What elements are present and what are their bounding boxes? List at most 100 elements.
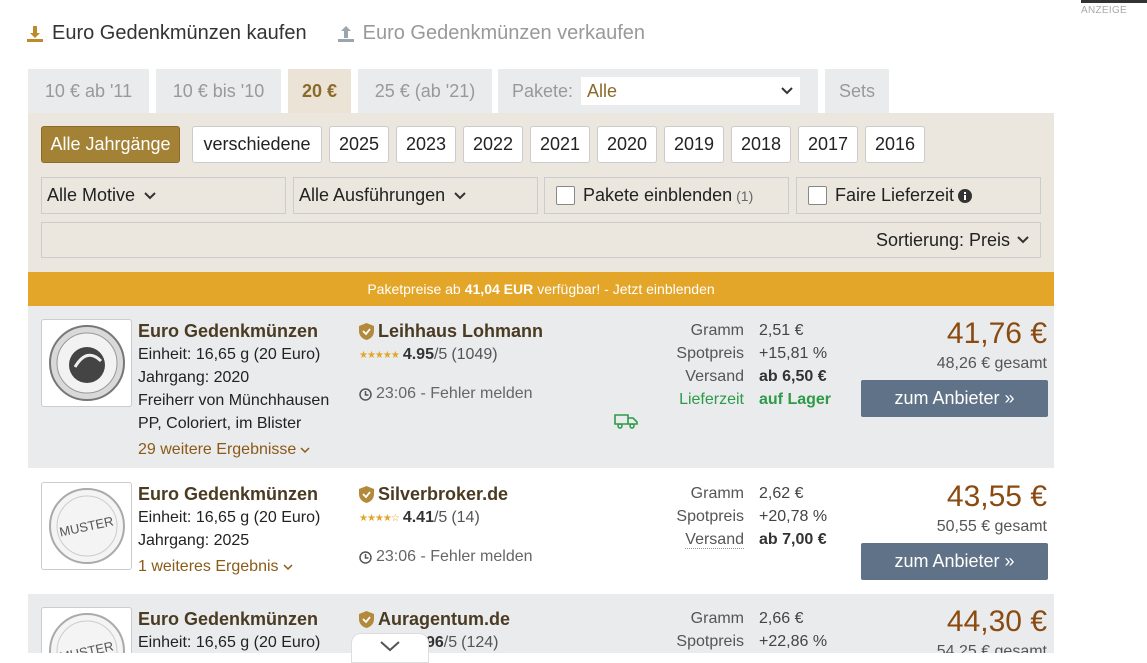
- listing-title[interactable]: Euro Gedenkmünzen: [138, 321, 319, 341]
- rating-count[interactable]: (1049): [451, 346, 498, 363]
- star-rating-icon: ★★★★★: [359, 349, 400, 361]
- year-button-2020[interactable]: 2020: [597, 126, 657, 163]
- pakete-label: Pakete:: [512, 80, 574, 101]
- update-time-text: 23:06 - Fehler melden: [376, 385, 533, 402]
- year-button-2018[interactable]: 2018: [731, 126, 791, 163]
- tab-25-ab-21[interactable]: 25 € (ab '21): [358, 69, 492, 113]
- tab-10-bis-10[interactable]: 10 € bis '10: [156, 69, 281, 113]
- versand-value: ab 7,00 €: [759, 531, 827, 548]
- coin-image: [48, 325, 125, 401]
- tab-10-ab-11[interactable]: 10 € ab '11: [28, 69, 149, 113]
- dealer-name: Auragentum.de: [378, 609, 511, 629]
- listing-year: Jahrgang: 2020: [138, 369, 250, 386]
- zum-anbieter-button[interactable]: zum Anbieter »: [861, 380, 1048, 417]
- year-button-2022[interactable]: 2022: [463, 126, 523, 163]
- buy-link-label: Euro Gedenkmünzen kaufen: [52, 22, 307, 44]
- chevron-down-icon: [144, 191, 156, 199]
- year-button-2017[interactable]: 2017: [798, 126, 858, 163]
- faire-lieferzeit-toggle[interactable]: Faire Lieferzeit: [796, 177, 1041, 214]
- pakete-checkbox[interactable]: [556, 186, 575, 205]
- ausfuehrungen-dropdown[interactable]: Alle Ausführungen: [293, 177, 538, 214]
- dealer-name: Silverbroker.de: [378, 484, 509, 504]
- gramm-value: 2,51 €: [759, 322, 804, 339]
- filter-panel: Alle Jahrgänge verschiedene 2025 2023 20…: [28, 113, 1054, 272]
- clock-icon: [359, 550, 372, 564]
- listing-unit: Einheit: 16,65 g (20 Euro): [138, 509, 321, 526]
- lieferzeit-label: Lieferzeit: [679, 391, 744, 408]
- motive-dropdown[interactable]: Alle Motive: [41, 177, 286, 214]
- rating-count[interactable]: (124): [461, 634, 499, 651]
- listing-price: 43,55 €: [946, 480, 1047, 513]
- dealer-link[interactable]: Silverbroker.de: [359, 484, 508, 505]
- rating-score: 4.95: [402, 346, 434, 363]
- year-button-2016[interactable]: 2016: [865, 126, 925, 163]
- year-button-2019[interactable]: 2019: [664, 126, 724, 163]
- package-price-banner[interactable]: Paketpreise ab 41,04 EUR verfügbar! - Je…: [28, 272, 1054, 306]
- listing-title[interactable]: Euro Gedenkmünzen: [138, 484, 319, 504]
- year-button-2021[interactable]: 2021: [530, 126, 590, 163]
- listing-row: Euro Gedenkmünzen Einheit: 16,65 g (20 E…: [28, 306, 1054, 468]
- coin-thumbnail[interactable]: MUSTER: [41, 482, 132, 570]
- buy-sell-toggle: Euro Gedenkmünzen kaufen Euro Gedenkmünz…: [26, 22, 645, 45]
- zum-anbieter-button[interactable]: zum Anbieter »: [861, 543, 1048, 580]
- rating-suffix: /5: [433, 346, 448, 363]
- chevron-down-icon: [282, 564, 293, 571]
- year-button-2023[interactable]: 2023: [396, 126, 456, 163]
- chevron-down-icon: [380, 641, 400, 652]
- info-icon[interactable]: [958, 188, 973, 203]
- listing-row: MUSTER Euro Gedenkmünzen Einheit: 16,65 …: [28, 594, 1054, 653]
- rating-count[interactable]: (14): [451, 509, 480, 526]
- clock-icon: [359, 387, 372, 401]
- year-button-2025[interactable]: 2025: [329, 126, 389, 163]
- more-results-link[interactable]: 29 weitere Ergebnisse: [138, 441, 310, 459]
- ad-bar: [1081, 0, 1147, 3]
- update-time-text: 23:06 - Fehler melden: [376, 548, 533, 565]
- listing-total: 54,25 € gesamt: [936, 643, 1047, 653]
- tab-sets[interactable]: Sets: [825, 69, 889, 113]
- download-icon: [27, 25, 43, 42]
- pakete-select-value: Alle: [587, 80, 618, 101]
- shield-check-icon: [359, 611, 374, 628]
- rating-suffix: /5: [433, 509, 448, 526]
- shield-check-icon: [359, 486, 374, 503]
- upload-icon: [337, 25, 354, 42]
- listing-title[interactable]: Euro Gedenkmünzen: [138, 609, 319, 629]
- chevron-down-icon: [454, 191, 466, 199]
- chevron-down-icon: [300, 447, 310, 454]
- buy-link[interactable]: Euro Gedenkmünzen kaufen: [26, 22, 307, 45]
- coin-image: [48, 613, 125, 653]
- pakete-select[interactable]: Alle: [581, 77, 801, 105]
- ausfuehrungen-dropdown-label: Alle Ausführungen: [299, 185, 446, 205]
- sort-dropdown[interactable]: Sortierung: Preis: [41, 222, 1041, 258]
- listing-motif: Freiherr von Münchhausen: [138, 392, 330, 409]
- gramm-label: Gramm: [690, 485, 744, 502]
- pakete-einblenden-toggle[interactable]: Pakete einblenden (1): [544, 177, 789, 214]
- update-time[interactable]: 23:06 - Fehler melden: [359, 385, 533, 403]
- dealer-rating: ★★★★☆ 4.41/5 (14): [359, 509, 480, 527]
- rating-suffix: /5: [443, 634, 458, 651]
- listing-total: 50,55 € gesamt: [936, 518, 1047, 535]
- coin-thumbnail[interactable]: MUSTER: [41, 607, 132, 653]
- dealer-link[interactable]: Auragentum.de: [359, 609, 510, 630]
- faire-lieferzeit-label: Faire Lieferzeit: [835, 185, 955, 205]
- more-results-label: 1 weiteres Ergebnis: [138, 558, 279, 575]
- pakete-count: (1): [736, 187, 754, 204]
- update-time[interactable]: 23:06 - Fehler melden: [359, 548, 533, 566]
- rating-score: 96: [426, 634, 444, 651]
- listing-unit: Einheit: 16,65 g (20 Euro): [138, 346, 321, 363]
- pakete-einblenden-label: Pakete einblenden: [583, 185, 733, 205]
- tab-20[interactable]: 20 €: [288, 69, 351, 113]
- dealer-link[interactable]: Leihhaus Lohmann: [359, 321, 543, 342]
- versand-label[interactable]: Versand: [654, 531, 744, 549]
- versand-value: ab 6,50 €: [759, 368, 827, 385]
- sell-link[interactable]: Euro Gedenkmünzen verkaufen: [337, 22, 645, 45]
- faire-lieferzeit-checkbox[interactable]: [808, 186, 827, 205]
- listing-row: MUSTER Euro Gedenkmünzen Einheit: 16,65 …: [28, 469, 1054, 594]
- delivery-truck-icon: [614, 414, 638, 429]
- sell-link-label: Euro Gedenkmünzen verkaufen: [362, 22, 646, 44]
- year-button-alle[interactable]: Alle Jahrgänge: [41, 126, 180, 163]
- scroll-down-button[interactable]: [351, 633, 429, 663]
- coin-thumbnail[interactable]: [41, 319, 132, 407]
- year-button-verschiedene[interactable]: verschiedene: [192, 126, 322, 163]
- more-results-link[interactable]: 1 weiteres Ergebnis: [138, 558, 293, 576]
